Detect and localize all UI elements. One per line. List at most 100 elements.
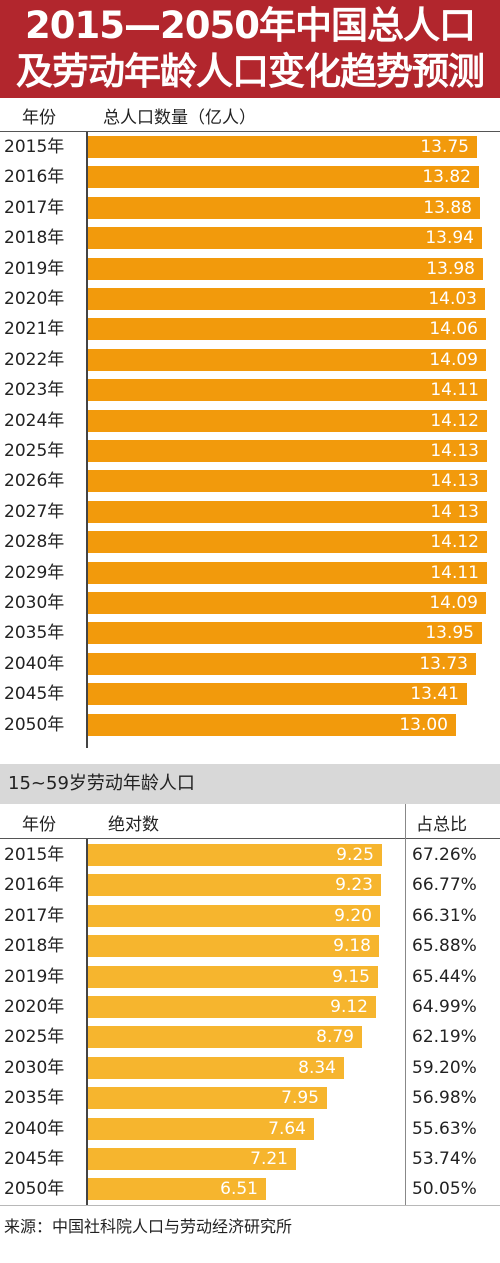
bar-value-label: 14.11	[430, 562, 479, 583]
bar	[88, 683, 467, 706]
col-header-year-2: 年份	[22, 815, 56, 835]
bar	[88, 227, 482, 250]
bar-value-label: 9.25	[336, 845, 374, 865]
bar	[88, 379, 487, 402]
bar-value-label: 9.23	[335, 875, 373, 896]
bar-value-label: 14.09	[429, 593, 478, 613]
bar-value-label: 7.95	[281, 1088, 319, 1109]
bar	[88, 1026, 362, 1049]
bar-value-label: 14.12	[430, 532, 479, 553]
bar	[88, 500, 487, 523]
year-label: 2030年	[4, 593, 65, 613]
bar-value-label: 6.51	[220, 1179, 258, 1200]
year-label: 2020年	[4, 289, 65, 309]
section2-title: 15~59岁劳动年龄人口	[8, 773, 195, 794]
source-note: 来源：中国社科院人口与劳动经济研究所	[4, 1217, 293, 1236]
col-header-year-1: 年份	[22, 108, 56, 128]
bar-value-label: 14.13	[430, 471, 479, 492]
year-label: 2024年	[4, 410, 65, 431]
share-percent: 59.20%	[412, 1057, 477, 1078]
bar	[88, 622, 482, 645]
year-label: 2035年	[4, 1088, 65, 1109]
bar	[88, 996, 376, 1018]
share-percent: 64.99%	[412, 997, 477, 1017]
share-percent: 56.98%	[412, 1088, 477, 1109]
bar	[88, 440, 487, 462]
share-percent: 65.88%	[412, 936, 477, 957]
year-label: 2018年	[4, 228, 65, 249]
year-label: 2015年	[4, 845, 65, 865]
bar	[88, 561, 487, 584]
bar-value-label: 13.94	[425, 228, 474, 249]
year-label: 2021年	[4, 319, 65, 340]
bar	[88, 257, 483, 280]
share-percent: 66.77%	[412, 875, 477, 896]
bar-value-label: 9.12	[330, 997, 368, 1017]
bar-value-label: 14.03	[428, 289, 477, 309]
bar-value-label: 13.82	[422, 167, 471, 188]
share-percent: 53.74%	[412, 1149, 477, 1169]
share-percent: 65.44%	[412, 966, 477, 987]
share-percent: 66.31%	[412, 905, 477, 926]
bar-value-label: 9.20	[334, 905, 372, 926]
bar	[88, 288, 485, 310]
bar	[88, 1148, 296, 1170]
year-label: 2045年	[4, 684, 65, 705]
bar	[88, 531, 487, 554]
bar-value-label: 7.64	[268, 1118, 306, 1139]
bar-value-label: 13.95	[425, 623, 474, 644]
share-column-divider	[405, 804, 406, 1205]
bar	[88, 1087, 327, 1110]
bar	[88, 136, 477, 158]
bar	[88, 409, 487, 432]
year-label: 2017年	[4, 905, 65, 926]
year-label: 2025年	[4, 441, 65, 461]
bar	[88, 652, 476, 675]
col-header-share: 占总比	[416, 815, 467, 835]
bar	[88, 1056, 344, 1079]
bar	[88, 935, 379, 958]
year-label: 2015年	[4, 137, 65, 157]
header-divider-1	[0, 131, 500, 132]
header-divider-2	[0, 838, 500, 839]
bar	[88, 965, 378, 988]
bar-value-label: 7.21	[250, 1149, 288, 1169]
bar-value-label: 14.13	[430, 441, 479, 461]
bar	[88, 1117, 314, 1140]
bar-value-label: 14 13	[430, 501, 479, 522]
bar-value-label: 9.15	[332, 966, 370, 987]
year-label: 2026年	[4, 471, 65, 492]
year-label: 2027年	[4, 501, 65, 522]
bar	[88, 348, 486, 371]
year-label: 2023年	[4, 380, 65, 401]
year-label: 2019年	[4, 258, 65, 279]
bar-value-label: 13.98	[426, 258, 475, 279]
share-percent: 55.63%	[412, 1118, 477, 1139]
bar-value-label: 13.41	[410, 684, 459, 705]
bar	[88, 844, 382, 866]
year-label: 2030年	[4, 1057, 65, 1078]
year-label: 2045年	[4, 1149, 65, 1169]
share-percent: 62.19%	[412, 1027, 477, 1048]
year-label: 2050年	[4, 1179, 65, 1200]
year-label: 2016年	[4, 875, 65, 896]
bar	[88, 874, 381, 897]
share-percent: 50.05%	[412, 1179, 477, 1200]
bar-value-label: 14.11	[430, 380, 479, 401]
bar-value-label: 13.88	[423, 197, 472, 218]
year-label: 2029年	[4, 562, 65, 583]
year-label: 2020年	[4, 997, 65, 1017]
bar	[88, 1178, 266, 1201]
year-label: 2040年	[4, 653, 65, 674]
chart-title-line1: 2015—2050年中国总人口	[25, 4, 476, 47]
year-label: 2016年	[4, 167, 65, 188]
bar	[88, 166, 479, 189]
chart-title-line2: 及劳动年龄人口变化趋势预测	[16, 50, 485, 93]
bar	[88, 318, 486, 341]
year-label: 2019年	[4, 966, 65, 987]
chart2-axis	[86, 839, 88, 1205]
col-header-absolute: 绝对数	[108, 815, 159, 835]
section2-band	[0, 764, 500, 804]
chart1-axis	[86, 132, 88, 748]
bar-value-label: 14.09	[429, 349, 478, 370]
